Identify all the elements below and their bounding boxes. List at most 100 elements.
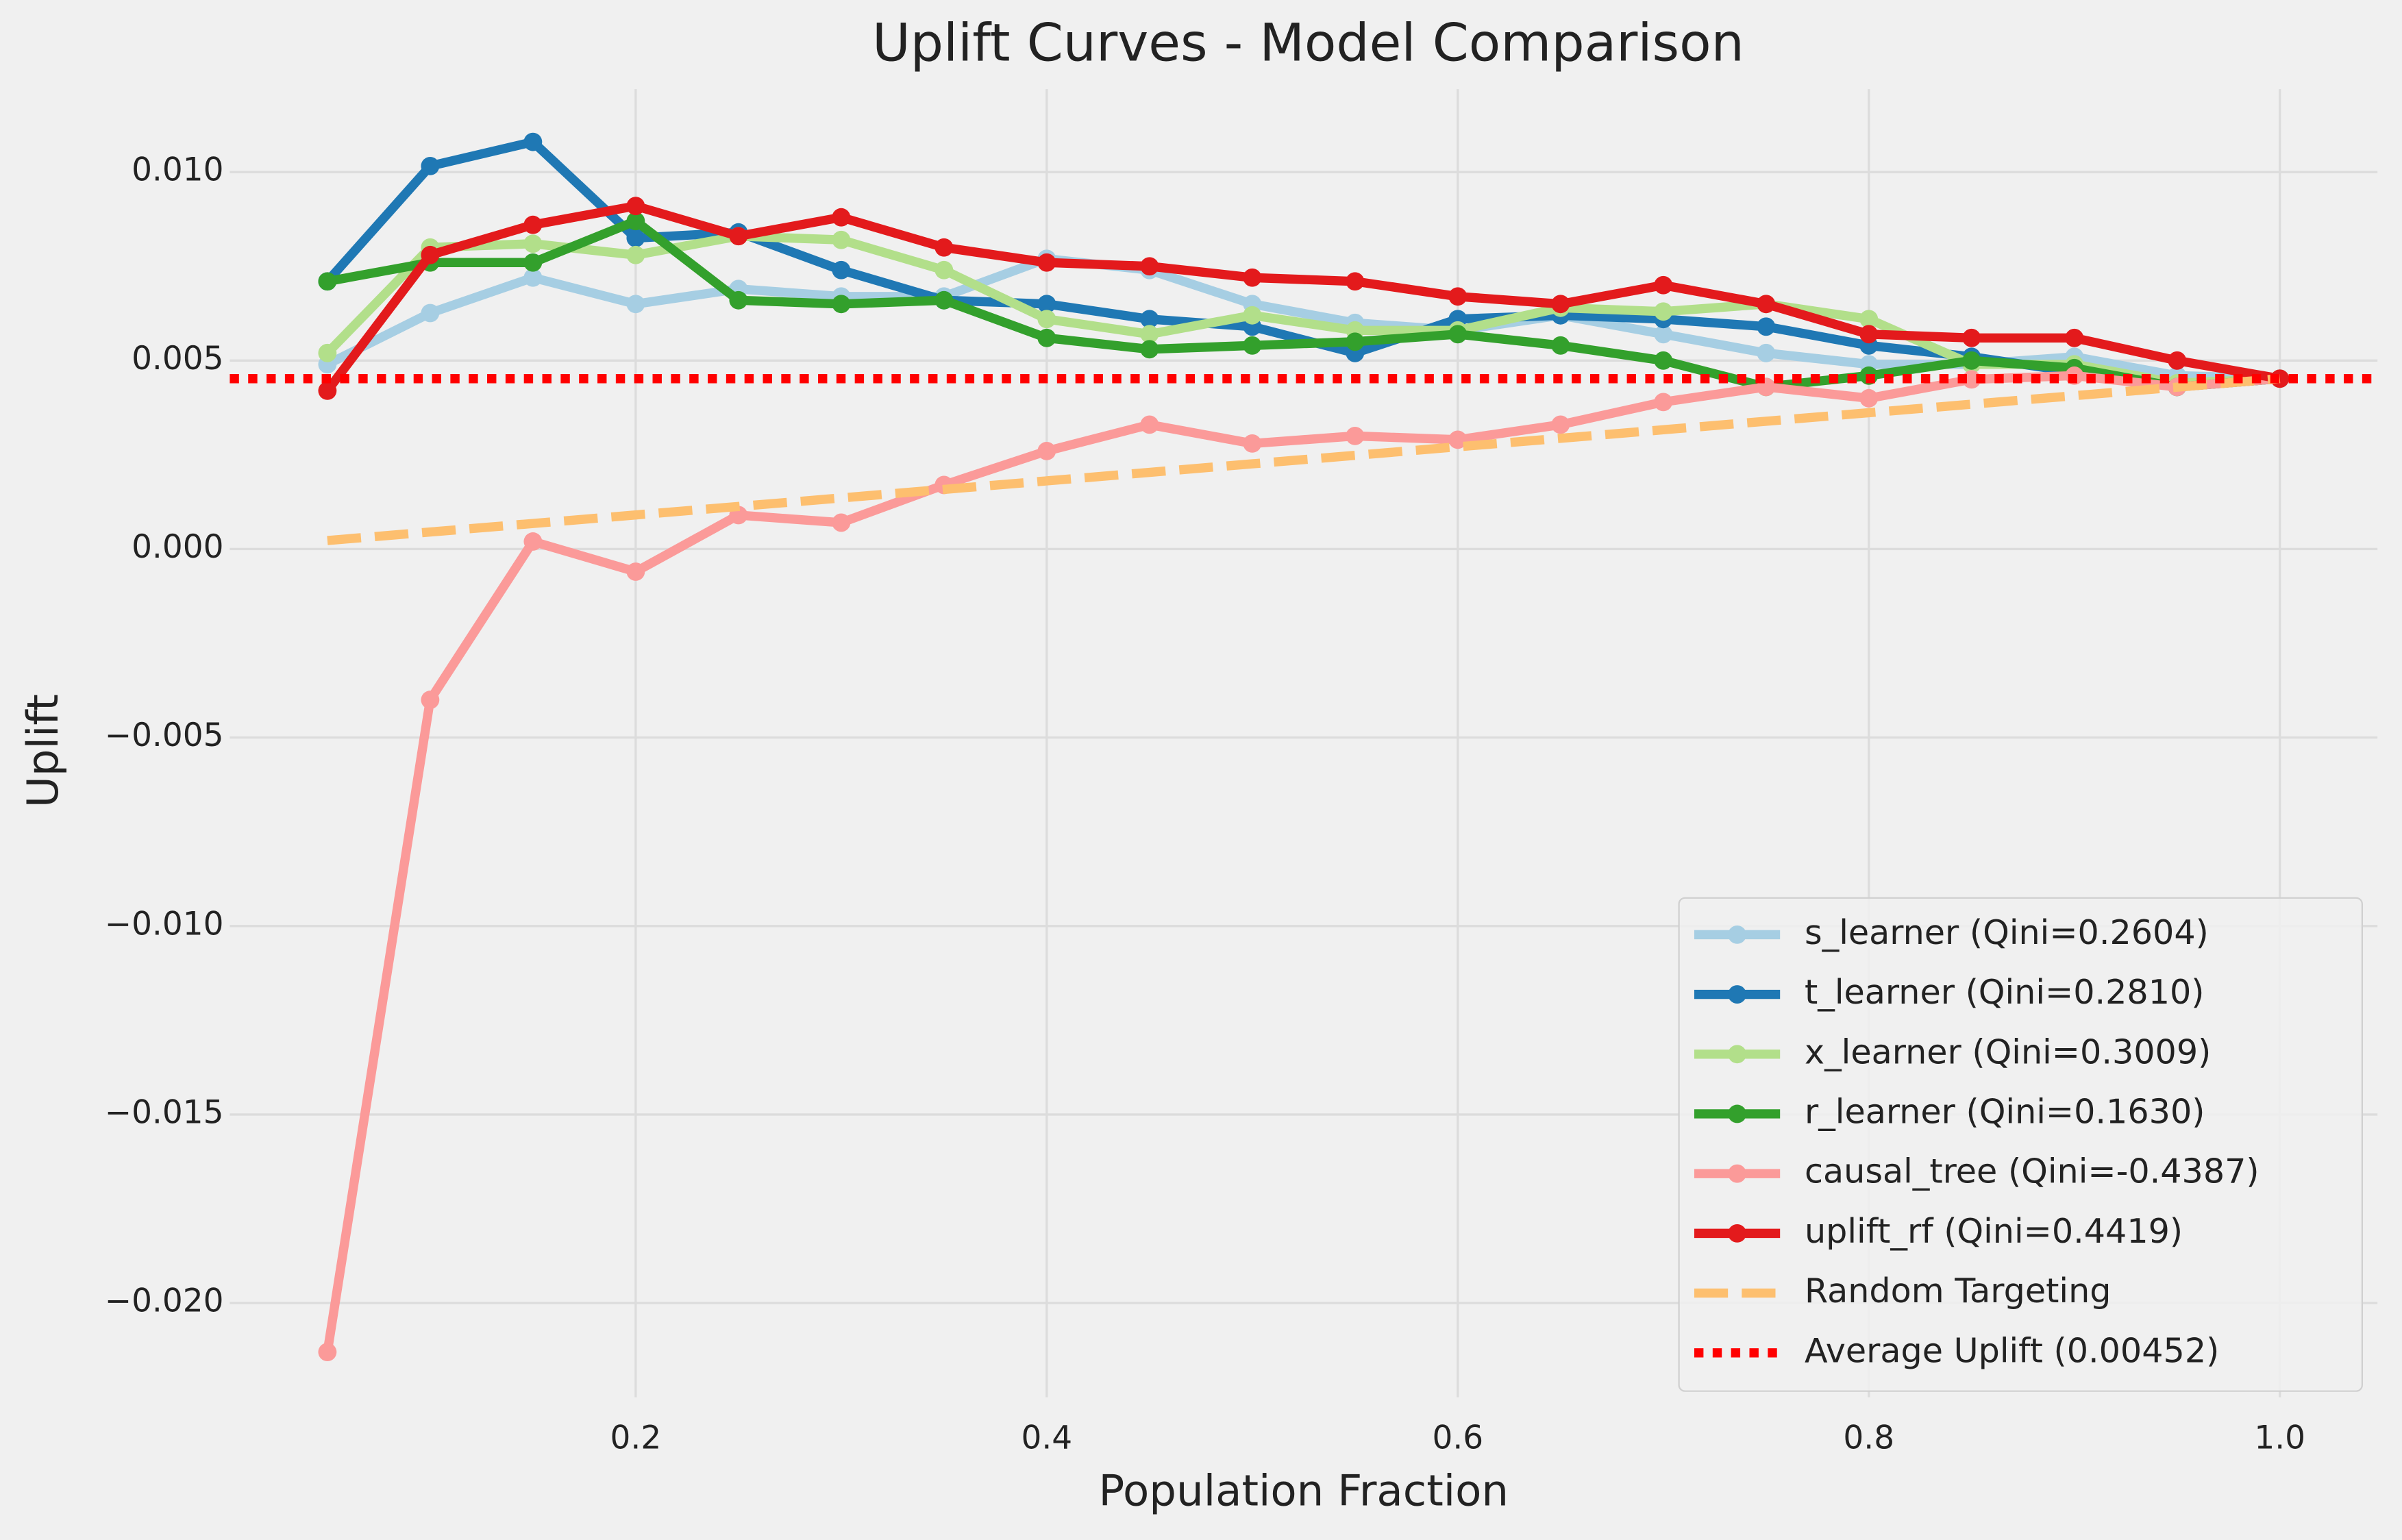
data-point	[934, 290, 954, 310]
x-tick-label: 0.4	[1022, 1419, 1073, 1457]
data-point	[626, 295, 645, 314]
data-point	[523, 234, 543, 253]
legend-label: Random Targeting	[1805, 1271, 2112, 1311]
legend-label: s_learner (Qini=0.2604)	[1805, 912, 2209, 952]
data-point	[1654, 275, 1673, 295]
data-point	[1037, 441, 1056, 460]
data-point	[1243, 306, 1262, 325]
data-point	[1757, 317, 1776, 336]
data-point	[2168, 351, 2187, 370]
series-line	[323, 201, 2281, 394]
y-tick-label: −0.015	[105, 1093, 224, 1131]
data-point	[1448, 325, 1468, 344]
legend-label: uplift_rf (Qini=0.4419)	[1805, 1211, 2183, 1251]
data-point	[523, 215, 543, 234]
data-point	[1243, 434, 1262, 453]
data-point	[1654, 325, 1673, 344]
legend-label: x_learner (Qini=0.3009)	[1805, 1032, 2211, 1071]
x-tick-label: 0.8	[1843, 1419, 1894, 1457]
data-point	[1859, 310, 1879, 329]
data-point	[1551, 336, 1570, 355]
series-line	[324, 231, 2281, 388]
legend-label: Average Uplift (0.00452)	[1805, 1330, 2219, 1370]
data-point	[1551, 415, 1570, 434]
data-point	[1654, 351, 1673, 370]
legend-label: r_learner (Qini=0.1630)	[1805, 1091, 2205, 1131]
data-point	[1448, 430, 1468, 449]
data-point	[1037, 310, 1056, 329]
legend-marker	[1728, 1164, 1747, 1183]
x-tick-label: 1.0	[2254, 1419, 2305, 1457]
data-point	[523, 268, 543, 287]
data-point	[1346, 332, 1365, 351]
legend-marker	[1728, 925, 1747, 944]
data-point	[1654, 302, 1673, 321]
data-point	[1243, 336, 1262, 355]
data-point	[318, 272, 337, 291]
data-point	[421, 303, 440, 323]
data-point	[729, 227, 748, 246]
data-point	[1140, 257, 1159, 276]
data-point	[318, 1343, 337, 1362]
x-tick-label: 0.2	[610, 1419, 662, 1457]
data-point	[729, 290, 748, 310]
series-line	[323, 371, 2281, 1353]
legend-marker	[1728, 985, 1747, 1004]
data-point	[626, 197, 645, 216]
series-line	[327, 374, 2281, 545]
data-point	[1346, 426, 1365, 445]
legend-label: causal_tree (Qini=-0.4387)	[1805, 1152, 2259, 1191]
data-point	[1859, 325, 1879, 344]
legend-marker	[1728, 1224, 1747, 1243]
plot-area	[230, 132, 2378, 1362]
y-tick-label: 0.000	[132, 528, 223, 566]
data-point	[832, 208, 851, 227]
data-point	[1140, 415, 1159, 434]
grid: 0.2 0.4 0.6 0.8 1.0 −0.020 −0.015 −0.010 −0.005 0…	[105, 89, 2378, 1457]
legend: s_learner (Qini=0.2604) t_learner (Qini=0…	[1678, 897, 2363, 1392]
data-point	[1346, 272, 1365, 291]
data-point	[1962, 351, 1981, 370]
data-point	[626, 245, 645, 264]
data-point	[832, 260, 851, 280]
data-point	[832, 295, 851, 314]
y-axis-label: Uplift	[18, 694, 68, 808]
data-point	[626, 229, 645, 247]
y-tick-label: −0.005	[105, 717, 224, 754]
data-point	[1140, 340, 1159, 359]
data-point	[421, 156, 440, 175]
legend-label: t_learner (Qini=0.2810)	[1805, 972, 2205, 1012]
data-point	[318, 343, 337, 362]
chart-title: Uplift Curves - Model Comparison	[872, 12, 1744, 73]
data-point	[1140, 325, 1159, 344]
data-point	[1243, 268, 1262, 287]
data-point	[421, 245, 440, 264]
y-tick-label: 0.005	[132, 340, 223, 377]
data-point	[523, 132, 543, 151]
data-point	[1037, 295, 1056, 314]
series-line	[326, 216, 2281, 392]
data-point	[934, 238, 954, 257]
data-point	[1757, 343, 1776, 362]
data-point	[1037, 328, 1056, 347]
x-tick-label: 0.6	[1432, 1419, 1483, 1457]
legend-box	[1678, 897, 2363, 1392]
data-point	[832, 513, 851, 532]
data-point	[523, 532, 543, 551]
legend-marker	[1728, 1045, 1747, 1064]
data-point	[421, 691, 440, 710]
data-point	[318, 381, 337, 400]
data-point	[2065, 328, 2084, 347]
data-point	[832, 230, 851, 249]
data-point	[626, 562, 645, 581]
data-point	[934, 260, 954, 280]
data-point	[1962, 328, 1981, 347]
y-tick-label: −0.020	[105, 1282, 224, 1320]
data-point	[523, 253, 543, 272]
x-axis-label: Population Fraction	[1098, 1466, 1509, 1516]
data-point	[1757, 295, 1776, 314]
y-tick-label: −0.010	[105, 905, 224, 943]
data-point	[1859, 388, 1879, 408]
y-tick-label: 0.010	[132, 151, 223, 189]
